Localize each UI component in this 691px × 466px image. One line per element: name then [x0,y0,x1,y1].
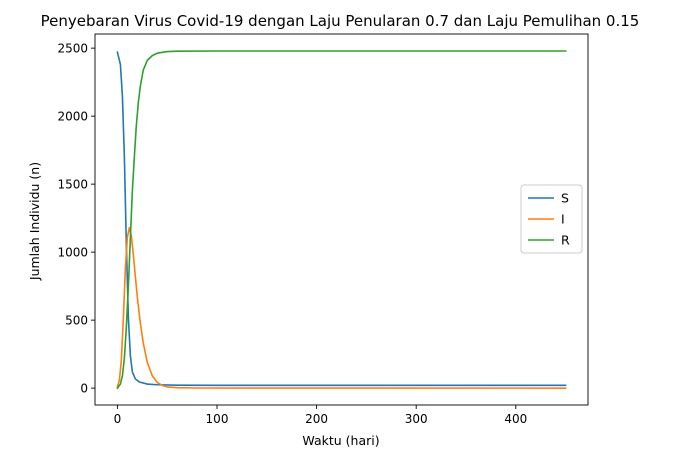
x-axis-label: Waktu (hari) [302,433,379,448]
x-tick-label: 200 [305,412,328,426]
x-tick-label: 400 [504,412,527,426]
series-line-i [116,226,567,389]
y-tick-label: 0 [80,382,88,396]
y-tick-label: 2500 [57,42,88,56]
y-tick-label: 1000 [57,246,88,260]
plot-area: 0 100 200 300 400 0 500 1000 1500 2000 2500 [57,33,589,426]
y-axis-label: Jumlah Individu (n) [27,162,42,281]
legend-label-s: S [561,191,569,206]
x-tick-label: 100 [206,412,229,426]
y-tick-label: 500 [65,314,88,328]
chart-title: Penyebaran Virus Covid-19 dengan Laju Pe… [41,12,640,30]
x-tick-label: 0 [114,412,122,426]
y-tick-label: 2000 [57,110,88,124]
legend-label-r: R [561,233,570,248]
legend: SIR [520,184,583,254]
axes-frame [94,33,589,406]
series-line-r [116,50,567,390]
y-tick-label: 1500 [57,178,88,192]
legend-label-i: I [561,212,565,227]
series-line-s [116,51,567,387]
x-tick-label: 300 [405,412,428,426]
